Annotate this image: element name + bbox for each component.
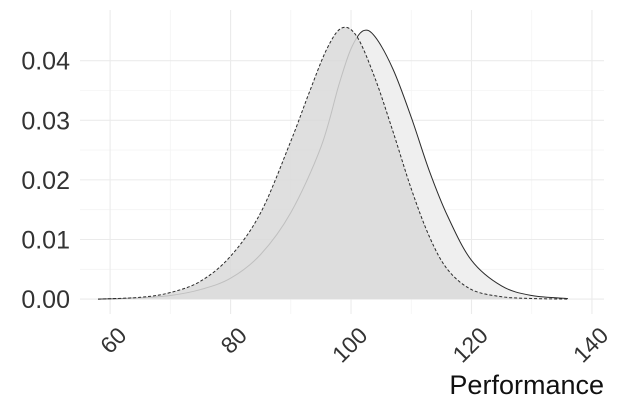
y-tick-label: 0.04 <box>21 48 70 76</box>
x-tick-label: 120 <box>447 322 493 368</box>
y-tick-label: 0.03 <box>21 107 70 135</box>
density-area-2 <box>98 27 568 300</box>
y-axis-ticks: 0.00 0.01 0.02 0.03 0.04 <box>21 48 70 314</box>
x-tick-label: 100 <box>327 322 373 368</box>
x-tick-label: 140 <box>568 322 614 368</box>
x-tick-label: 60 <box>95 322 131 358</box>
y-tick-label: 0.02 <box>21 167 70 195</box>
x-tick-label: 80 <box>216 322 252 358</box>
y-tick-label: 0.01 <box>21 226 70 254</box>
x-axis-title: Performance <box>449 370 604 400</box>
density-line-2 <box>98 26 568 300</box>
y-tick-label: 0.00 <box>21 286 70 314</box>
density-series <box>98 26 568 300</box>
x-axis-ticks: 60 80 100 120 140 <box>95 322 613 368</box>
